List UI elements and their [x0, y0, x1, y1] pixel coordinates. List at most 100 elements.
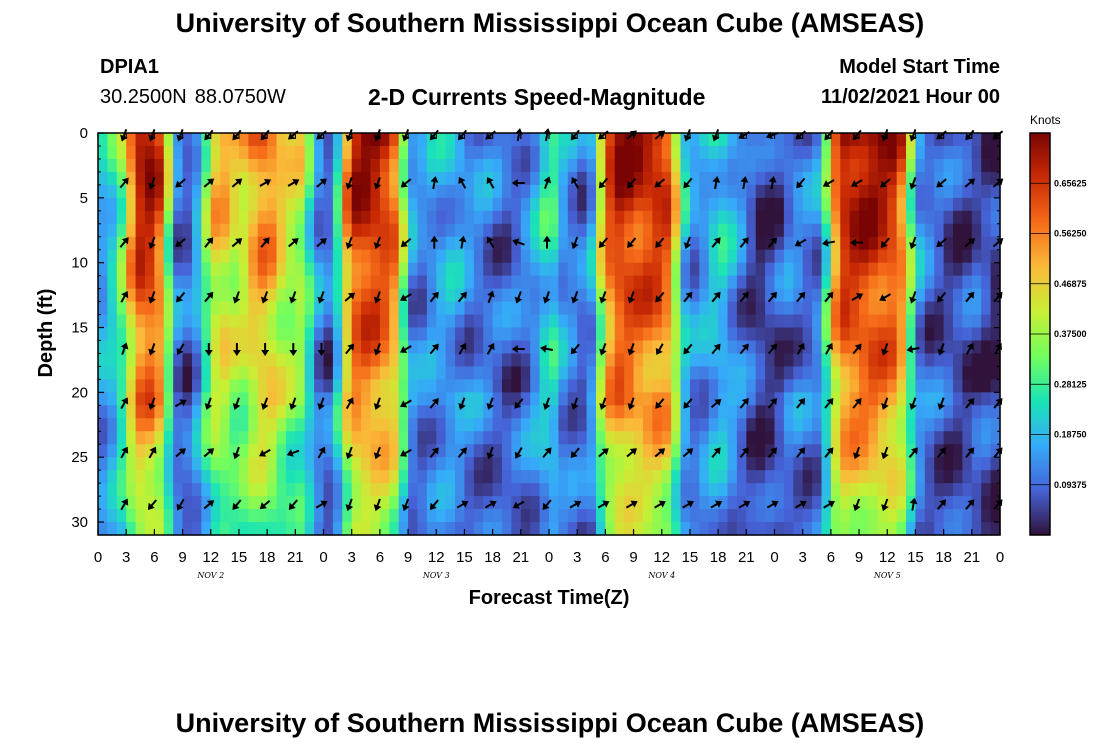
- heatmap-cell: [595, 444, 606, 458]
- heatmap-cell: [990, 145, 1001, 160]
- heatmap-cell: [398, 483, 409, 497]
- heatmap-cell: [267, 431, 278, 445]
- heatmap-cell: [990, 314, 1001, 329]
- heatmap-cell: [896, 418, 907, 432]
- heatmap-cell: [201, 275, 212, 290]
- heatmap-cell: [680, 431, 691, 445]
- heatmap-cell: [473, 210, 484, 225]
- heatmap-cell: [370, 301, 381, 316]
- heatmap-cell: [934, 457, 945, 471]
- heatmap-cell: [774, 522, 785, 536]
- heatmap-cell: [248, 288, 259, 303]
- heatmap-cell: [210, 509, 221, 523]
- heatmap-cell: [906, 366, 917, 380]
- heatmap-cell: [238, 327, 249, 342]
- heatmap-cell: [689, 353, 700, 368]
- heatmap-cell: [332, 145, 343, 160]
- heatmap-cell: [830, 366, 841, 380]
- current-arrow: [906, 345, 920, 354]
- heatmap-cell: [793, 288, 804, 303]
- heatmap-cell: [135, 483, 146, 497]
- x-tick-label: 21: [287, 549, 304, 566]
- heatmap-cell: [154, 171, 165, 186]
- heatmap-cell: [182, 340, 193, 355]
- heatmap-cell: [201, 431, 212, 445]
- heatmap-cell: [229, 262, 240, 277]
- heatmap-cell: [445, 301, 456, 316]
- heatmap-cell: [379, 392, 390, 406]
- heatmap-cell: [652, 457, 663, 471]
- heatmap-cell: [971, 158, 982, 173]
- heatmap-cell: [558, 133, 569, 147]
- heatmap-cell: [408, 210, 419, 225]
- heatmap-cell: [793, 392, 804, 406]
- heatmap-cell: [191, 210, 202, 225]
- heatmap-cell: [708, 197, 719, 212]
- heatmap-cell: [332, 444, 343, 458]
- current-arrow: [993, 291, 1003, 303]
- heatmap-cell: [492, 197, 503, 212]
- heatmap-cell: [398, 431, 409, 445]
- heatmap-cell: [765, 223, 776, 238]
- heatmap-cell: [718, 457, 729, 471]
- heatmap-cell: [624, 262, 635, 277]
- heatmap-cell: [915, 405, 926, 419]
- heatmap-cell: [633, 405, 644, 419]
- heatmap-cell: [943, 171, 954, 186]
- heatmap-cell: [736, 249, 747, 264]
- heatmap-cell: [708, 457, 719, 471]
- heatmap-cell: [699, 249, 710, 264]
- heatmap-cell: [98, 418, 108, 432]
- heatmap-cell: [624, 496, 635, 510]
- heatmap-cell: [530, 392, 541, 406]
- heatmap-cell: [464, 522, 475, 536]
- heatmap-cell: [849, 496, 860, 510]
- heatmap-cell: [614, 366, 625, 380]
- heatmap-cell: [877, 418, 888, 432]
- heatmap-cell: [765, 249, 776, 264]
- heatmap-cell: [614, 418, 625, 432]
- heatmap-cell: [689, 405, 700, 419]
- heatmap-cell: [765, 444, 776, 458]
- heatmap-cell: [351, 405, 362, 419]
- heatmap-cell: [445, 522, 456, 536]
- current-arrow: [400, 178, 412, 188]
- heatmap-cell: [671, 496, 682, 510]
- heatmap-cell: [257, 327, 268, 342]
- heatmap-cell: [990, 340, 1001, 355]
- heatmap-cell: [906, 405, 917, 419]
- heatmap-cell: [727, 262, 738, 277]
- heatmap-cell: [549, 457, 559, 471]
- heatmap-cell: [595, 145, 606, 160]
- current-arrow: [345, 397, 354, 410]
- current-arrow: [965, 291, 975, 303]
- heatmap-cell: [154, 496, 165, 510]
- heatmap-cell: [783, 470, 794, 484]
- heatmap-cell: [642, 314, 653, 329]
- heatmap-cell: [877, 314, 888, 329]
- heatmap-cell: [483, 158, 494, 173]
- heatmap-cell: [229, 483, 240, 497]
- heatmap-cell: [624, 353, 635, 368]
- heatmap-cell: [849, 392, 860, 406]
- heatmap-cell: [549, 314, 559, 329]
- heatmap-cell: [558, 509, 569, 523]
- heatmap-cell: [689, 327, 700, 342]
- heatmap-cell: [323, 236, 334, 251]
- heatmap-cell: [201, 262, 212, 277]
- heatmap-cell: [586, 470, 597, 484]
- heatmap-cell: [276, 522, 287, 536]
- heatmap-cell: [802, 353, 813, 368]
- heatmap-cell: [793, 314, 804, 329]
- heatmap-cell: [840, 470, 851, 484]
- heatmap-cell: [802, 379, 813, 393]
- heatmap-cell: [953, 392, 964, 406]
- heatmap-cell: [924, 366, 935, 380]
- heatmap-cell: [464, 133, 475, 147]
- heatmap-cell: [652, 470, 663, 484]
- heatmap-cell: [868, 483, 879, 497]
- heatmap-cell: [962, 301, 973, 316]
- heatmap-cell: [220, 262, 231, 277]
- x-tick-label: 21: [738, 549, 755, 566]
- heatmap-cell: [154, 327, 165, 342]
